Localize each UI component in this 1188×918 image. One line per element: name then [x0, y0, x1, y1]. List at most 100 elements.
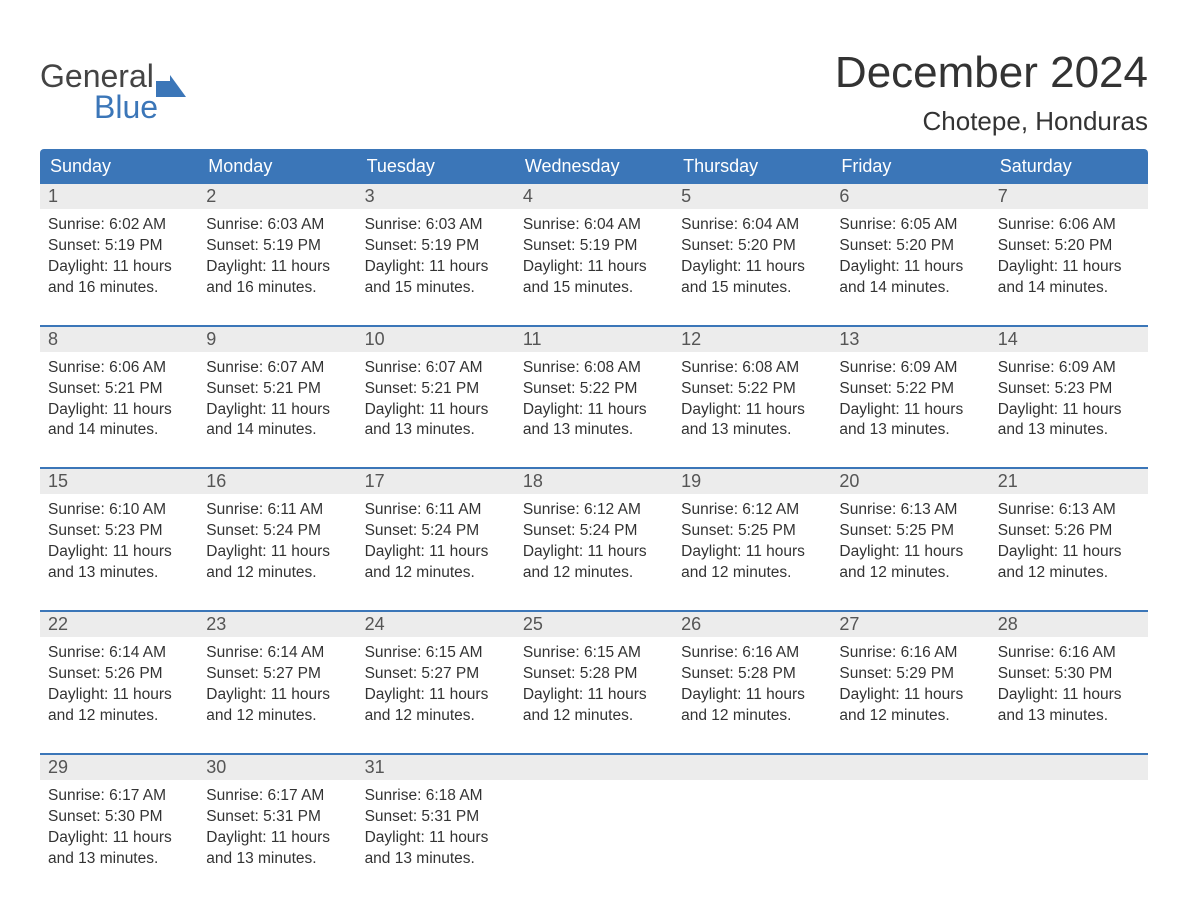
weekday-saturday: Saturday	[990, 149, 1148, 184]
sunset-line: Sunset: 5:24 PM	[206, 521, 348, 542]
day-cell: Sunrise: 6:12 AMSunset: 5:24 PMDaylight:…	[515, 494, 673, 584]
day-number: 22	[40, 612, 198, 637]
day-number-row: 22232425262728	[40, 612, 1148, 637]
day-number: 20	[831, 469, 989, 494]
sunrise-line: Sunrise: 6:07 AM	[206, 358, 348, 379]
daylight-line: Daylight: 11 hours and 13 minutes.	[998, 400, 1140, 442]
sunrise-line: Sunrise: 6:02 AM	[48, 215, 190, 236]
day-number	[673, 755, 831, 780]
day-cell: Sunrise: 6:10 AMSunset: 5:23 PMDaylight:…	[40, 494, 198, 584]
sunrise-line: Sunrise: 6:16 AM	[998, 643, 1140, 664]
weekday-sunday: Sunday	[40, 149, 198, 184]
logo: General Blue	[40, 58, 186, 126]
sunrise-line: Sunrise: 6:16 AM	[839, 643, 981, 664]
sunset-line: Sunset: 5:28 PM	[681, 664, 823, 685]
day-number: 26	[673, 612, 831, 637]
day-cell: Sunrise: 6:06 AMSunset: 5:20 PMDaylight:…	[990, 209, 1148, 299]
day-number: 6	[831, 184, 989, 209]
logo-flag-icon	[156, 75, 186, 97]
day-cell: Sunrise: 6:15 AMSunset: 5:28 PMDaylight:…	[515, 637, 673, 727]
daylight-line: Daylight: 11 hours and 12 minutes.	[48, 685, 190, 727]
daylight-line: Daylight: 11 hours and 13 minutes.	[523, 400, 665, 442]
sunset-line: Sunset: 5:30 PM	[998, 664, 1140, 685]
day-cell: Sunrise: 6:16 AMSunset: 5:29 PMDaylight:…	[831, 637, 989, 727]
sunrise-line: Sunrise: 6:05 AM	[839, 215, 981, 236]
weekday-friday: Friday	[831, 149, 989, 184]
sunrise-line: Sunrise: 6:10 AM	[48, 500, 190, 521]
day-cell: Sunrise: 6:14 AMSunset: 5:26 PMDaylight:…	[40, 637, 198, 727]
sunset-line: Sunset: 5:31 PM	[365, 807, 507, 828]
sunset-line: Sunset: 5:28 PM	[523, 664, 665, 685]
sunset-line: Sunset: 5:31 PM	[206, 807, 348, 828]
day-number: 18	[515, 469, 673, 494]
day-number: 23	[198, 612, 356, 637]
sunrise-line: Sunrise: 6:11 AM	[206, 500, 348, 521]
day-number-row: 293031	[40, 755, 1148, 780]
day-cell: Sunrise: 6:07 AMSunset: 5:21 PMDaylight:…	[198, 352, 356, 442]
day-cell: Sunrise: 6:11 AMSunset: 5:24 PMDaylight:…	[198, 494, 356, 584]
day-cell	[673, 780, 831, 870]
day-number: 3	[357, 184, 515, 209]
day-number: 2	[198, 184, 356, 209]
daylight-line: Daylight: 11 hours and 12 minutes.	[365, 542, 507, 584]
day-number: 19	[673, 469, 831, 494]
day-number: 14	[990, 327, 1148, 352]
header: General Blue December 2024 Chotepe, Hond…	[40, 30, 1148, 137]
logo-text-block: General Blue	[40, 58, 186, 126]
day-number: 11	[515, 327, 673, 352]
sunrise-line: Sunrise: 6:06 AM	[998, 215, 1140, 236]
sunset-line: Sunset: 5:26 PM	[48, 664, 190, 685]
sunrise-line: Sunrise: 6:15 AM	[523, 643, 665, 664]
day-cell: Sunrise: 6:08 AMSunset: 5:22 PMDaylight:…	[673, 352, 831, 442]
day-number: 7	[990, 184, 1148, 209]
week-content-row: Sunrise: 6:06 AMSunset: 5:21 PMDaylight:…	[40, 352, 1148, 442]
daylight-line: Daylight: 11 hours and 13 minutes.	[206, 828, 348, 870]
sunrise-line: Sunrise: 6:07 AM	[365, 358, 507, 379]
daylight-line: Daylight: 11 hours and 14 minutes.	[48, 400, 190, 442]
day-cell: Sunrise: 6:09 AMSunset: 5:22 PMDaylight:…	[831, 352, 989, 442]
daylight-line: Daylight: 11 hours and 16 minutes.	[206, 257, 348, 299]
day-number: 13	[831, 327, 989, 352]
sunrise-line: Sunrise: 6:03 AM	[206, 215, 348, 236]
sunset-line: Sunset: 5:19 PM	[206, 236, 348, 257]
day-number: 31	[357, 755, 515, 780]
day-number: 28	[990, 612, 1148, 637]
day-number: 1	[40, 184, 198, 209]
daylight-line: Daylight: 11 hours and 15 minutes.	[365, 257, 507, 299]
day-number: 27	[831, 612, 989, 637]
sunset-line: Sunset: 5:22 PM	[839, 379, 981, 400]
sunrise-line: Sunrise: 6:18 AM	[365, 786, 507, 807]
day-cell	[515, 780, 673, 870]
day-cell: Sunrise: 6:16 AMSunset: 5:30 PMDaylight:…	[990, 637, 1148, 727]
sunset-line: Sunset: 5:22 PM	[681, 379, 823, 400]
location-label: Chotepe, Honduras	[835, 106, 1148, 137]
week-content-row: Sunrise: 6:17 AMSunset: 5:30 PMDaylight:…	[40, 780, 1148, 870]
daylight-line: Daylight: 11 hours and 12 minutes.	[681, 685, 823, 727]
day-number: 29	[40, 755, 198, 780]
daylight-line: Daylight: 11 hours and 12 minutes.	[206, 685, 348, 727]
daylight-line: Daylight: 11 hours and 13 minutes.	[48, 828, 190, 870]
daylight-line: Daylight: 11 hours and 12 minutes.	[839, 542, 981, 584]
sunrise-line: Sunrise: 6:12 AM	[681, 500, 823, 521]
daylight-line: Daylight: 11 hours and 12 minutes.	[681, 542, 823, 584]
sunset-line: Sunset: 5:19 PM	[365, 236, 507, 257]
sunrise-line: Sunrise: 6:09 AM	[839, 358, 981, 379]
sunset-line: Sunset: 5:27 PM	[206, 664, 348, 685]
day-number-row: 891011121314	[40, 327, 1148, 352]
month-title: December 2024	[835, 48, 1148, 98]
sunrise-line: Sunrise: 6:08 AM	[681, 358, 823, 379]
day-cell: Sunrise: 6:15 AMSunset: 5:27 PMDaylight:…	[357, 637, 515, 727]
sunset-line: Sunset: 5:20 PM	[681, 236, 823, 257]
sunrise-line: Sunrise: 6:04 AM	[523, 215, 665, 236]
sunset-line: Sunset: 5:25 PM	[839, 521, 981, 542]
sunrise-line: Sunrise: 6:12 AM	[523, 500, 665, 521]
day-cell: Sunrise: 6:04 AMSunset: 5:20 PMDaylight:…	[673, 209, 831, 299]
day-number: 21	[990, 469, 1148, 494]
sunrise-line: Sunrise: 6:03 AM	[365, 215, 507, 236]
sunrise-line: Sunrise: 6:15 AM	[365, 643, 507, 664]
daylight-line: Daylight: 11 hours and 12 minutes.	[206, 542, 348, 584]
daylight-line: Daylight: 11 hours and 12 minutes.	[523, 542, 665, 584]
sunset-line: Sunset: 5:20 PM	[839, 236, 981, 257]
daylight-line: Daylight: 11 hours and 14 minutes.	[839, 257, 981, 299]
week-content-row: Sunrise: 6:10 AMSunset: 5:23 PMDaylight:…	[40, 494, 1148, 584]
